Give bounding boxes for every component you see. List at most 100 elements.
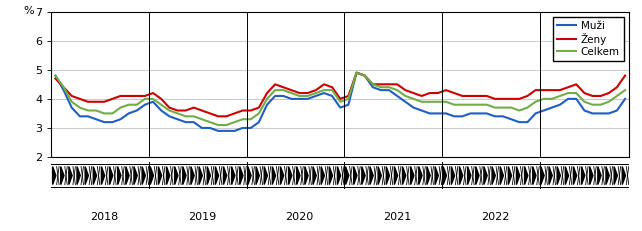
Muži bbox=[51, 74, 59, 77]
Celkem bbox=[605, 100, 612, 103]
Polygon shape bbox=[53, 167, 56, 185]
Polygon shape bbox=[321, 167, 324, 185]
Polygon shape bbox=[354, 167, 357, 185]
Polygon shape bbox=[175, 167, 178, 185]
Muži bbox=[214, 130, 222, 132]
Polygon shape bbox=[492, 167, 495, 185]
Polygon shape bbox=[573, 167, 577, 185]
Polygon shape bbox=[239, 167, 243, 185]
Polygon shape bbox=[345, 167, 349, 185]
Celkem bbox=[68, 100, 76, 103]
Polygon shape bbox=[134, 167, 137, 185]
Polygon shape bbox=[281, 167, 284, 185]
Polygon shape bbox=[150, 167, 153, 185]
Polygon shape bbox=[378, 167, 381, 185]
Ženy bbox=[214, 115, 222, 118]
Polygon shape bbox=[525, 167, 528, 185]
Polygon shape bbox=[264, 167, 268, 185]
Celkem bbox=[51, 74, 59, 77]
Line: Ženy: Ženy bbox=[55, 73, 625, 116]
Ženy bbox=[133, 94, 141, 97]
Text: 2021: 2021 bbox=[383, 212, 412, 222]
Polygon shape bbox=[451, 167, 455, 185]
Muži bbox=[68, 106, 76, 109]
Polygon shape bbox=[126, 167, 129, 185]
Ženy bbox=[51, 77, 59, 80]
Polygon shape bbox=[443, 167, 446, 185]
Polygon shape bbox=[272, 167, 275, 185]
Polygon shape bbox=[199, 167, 202, 185]
Polygon shape bbox=[166, 167, 169, 185]
Text: 2018: 2018 bbox=[90, 212, 118, 222]
Polygon shape bbox=[191, 167, 194, 185]
Polygon shape bbox=[77, 167, 80, 185]
Muži bbox=[336, 106, 344, 109]
Polygon shape bbox=[590, 167, 593, 185]
Celkem bbox=[336, 100, 344, 103]
Polygon shape bbox=[460, 167, 463, 185]
Y-axis label: %: % bbox=[23, 6, 33, 16]
Legend: Muži, Ženy, Celkem: Muži, Ženy, Celkem bbox=[553, 17, 624, 61]
Celkem bbox=[214, 124, 222, 126]
Muži bbox=[410, 106, 417, 109]
Polygon shape bbox=[248, 167, 251, 185]
Ženy bbox=[68, 94, 76, 97]
Ženy bbox=[352, 71, 360, 74]
Polygon shape bbox=[305, 167, 308, 185]
Polygon shape bbox=[386, 167, 390, 185]
Polygon shape bbox=[313, 167, 317, 185]
Polygon shape bbox=[565, 167, 569, 185]
Line: Muži: Muži bbox=[55, 73, 625, 131]
Polygon shape bbox=[232, 167, 235, 185]
Polygon shape bbox=[370, 167, 373, 185]
Polygon shape bbox=[614, 167, 618, 185]
Polygon shape bbox=[508, 167, 512, 185]
Polygon shape bbox=[142, 167, 145, 185]
Polygon shape bbox=[622, 167, 625, 185]
Muži bbox=[621, 97, 629, 100]
Polygon shape bbox=[549, 167, 552, 185]
Muži bbox=[133, 109, 141, 112]
Muži bbox=[352, 71, 360, 74]
Polygon shape bbox=[183, 167, 186, 185]
Polygon shape bbox=[403, 167, 406, 185]
Polygon shape bbox=[101, 167, 105, 185]
Polygon shape bbox=[215, 167, 218, 185]
Polygon shape bbox=[582, 167, 585, 185]
Polygon shape bbox=[223, 167, 227, 185]
Ženy bbox=[336, 97, 344, 100]
Polygon shape bbox=[85, 167, 89, 185]
Celkem bbox=[352, 71, 360, 74]
Celkem bbox=[621, 89, 629, 91]
Polygon shape bbox=[159, 167, 162, 185]
Polygon shape bbox=[110, 167, 113, 185]
Polygon shape bbox=[500, 167, 503, 185]
Muži bbox=[605, 112, 612, 115]
Text: 2022: 2022 bbox=[481, 212, 509, 222]
Polygon shape bbox=[516, 167, 520, 185]
Text: 2020: 2020 bbox=[286, 212, 314, 222]
Polygon shape bbox=[329, 167, 333, 185]
Polygon shape bbox=[289, 167, 292, 185]
Polygon shape bbox=[419, 167, 422, 185]
Polygon shape bbox=[484, 167, 487, 185]
Ženy bbox=[605, 92, 612, 94]
Polygon shape bbox=[207, 167, 211, 185]
Ženy bbox=[580, 92, 588, 94]
Polygon shape bbox=[533, 167, 536, 185]
Polygon shape bbox=[394, 167, 397, 185]
Polygon shape bbox=[362, 167, 365, 185]
Polygon shape bbox=[557, 167, 560, 185]
Polygon shape bbox=[476, 167, 479, 185]
Polygon shape bbox=[606, 167, 609, 185]
Polygon shape bbox=[256, 167, 259, 185]
Celkem bbox=[410, 97, 417, 100]
Ženy bbox=[621, 74, 629, 77]
Celkem bbox=[580, 100, 588, 103]
Polygon shape bbox=[541, 167, 544, 185]
Polygon shape bbox=[93, 167, 96, 185]
Polygon shape bbox=[69, 167, 72, 185]
Polygon shape bbox=[467, 167, 471, 185]
Polygon shape bbox=[338, 167, 341, 185]
Line: Celkem: Celkem bbox=[55, 73, 625, 125]
